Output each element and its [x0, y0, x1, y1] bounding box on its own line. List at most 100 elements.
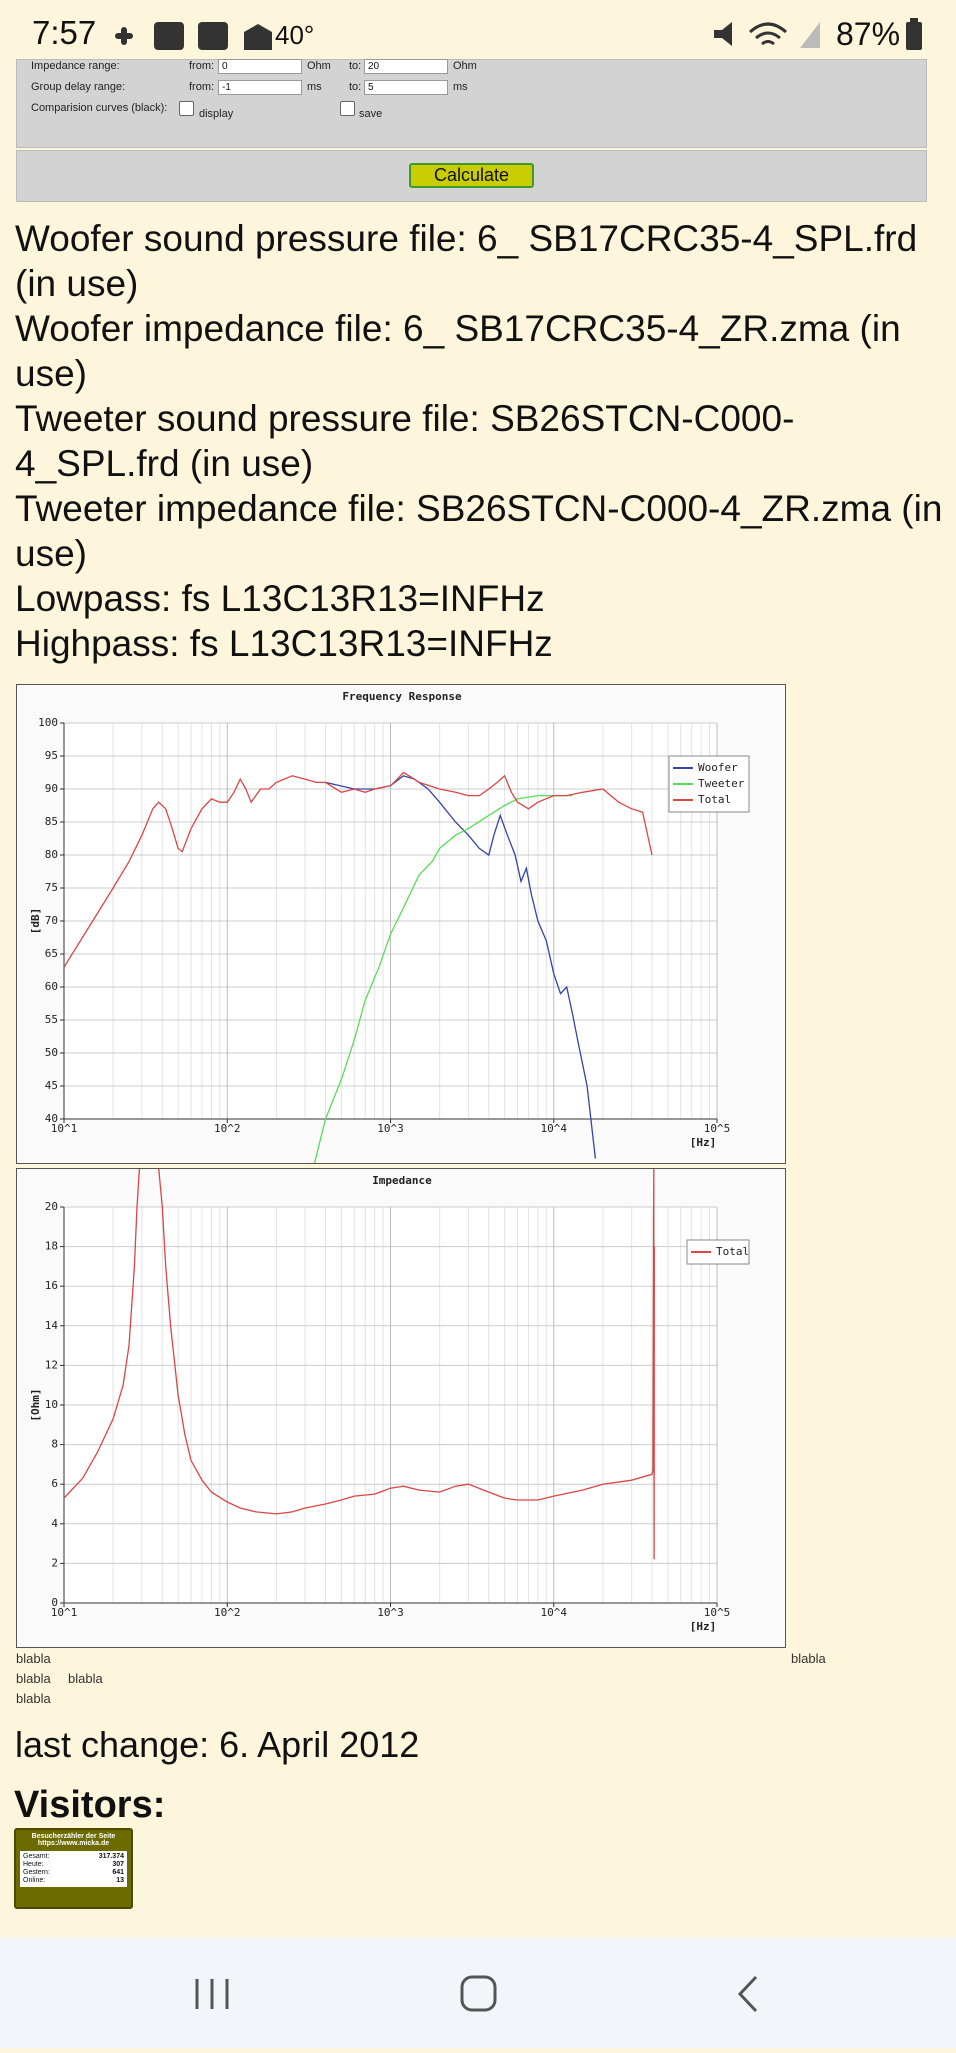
info-line: Highpass: fs L13C13R13=INFHz: [15, 623, 553, 664]
series-line: [63, 771, 653, 968]
y-tick-label: 100: [38, 716, 58, 729]
y-tick-label: 65: [45, 947, 58, 960]
series-line: [325, 775, 597, 1159]
impedance-unit: Ohm: [453, 60, 477, 72]
group-delay-unit: ms: [307, 81, 322, 93]
y-tick-label: 0: [51, 1596, 58, 1609]
counter-label: Gesamt:: [23, 1853, 50, 1860]
x-axis-unit: [Hz]: [690, 1136, 717, 1149]
counter-label: Heute:: [23, 1861, 44, 1868]
impedance-from-input[interactable]: 0: [218, 59, 302, 74]
y-tick-label: 18: [45, 1240, 58, 1253]
info-line: Tweeter impedance file: SB26STCN-C000-4_…: [15, 488, 943, 574]
legend-label: Total: [716, 1245, 749, 1258]
broken-image: blabla: [16, 1671, 51, 1686]
x-tick-label: 10^5: [704, 1606, 731, 1619]
y-tick-label: 95: [45, 749, 58, 762]
display-label: display: [199, 108, 234, 120]
counter-value: 641: [112, 1869, 124, 1876]
back[interactable]: [737, 1975, 758, 2013]
counter-value: 307: [112, 1861, 124, 1868]
y-tick-label: 8: [51, 1438, 58, 1451]
series-line: [313, 794, 573, 1163]
y-axis-label: [dB]: [29, 908, 42, 935]
time: 7:57: [32, 14, 97, 51]
counter-row: Gestern: 641: [23, 1869, 124, 1877]
x-tick-label: 10^1: [51, 1122, 78, 1135]
x-tick-label: 10^4: [541, 1122, 568, 1135]
impedance-chart: 0 2 4 6 8 10 12 14 16 18 20 10^1 10^2 10^3 10^4 10^5 Imp…: [16, 1168, 786, 1648]
group-delay-unit: ms: [453, 81, 468, 93]
y-tick-label: 90: [45, 782, 58, 795]
temperature: 40°: [275, 20, 315, 50]
group-delay-label: Group delay range:: [31, 81, 126, 93]
y-tick-label: 80: [45, 848, 58, 861]
y-tick-label: 6: [51, 1477, 58, 1490]
impedance-unit: Ohm: [307, 60, 331, 72]
info-line: Woofer sound pressure file: 6_ SB17CRC35…: [15, 218, 918, 304]
info-line: Woofer impedance file: 6_ SB17CRC35-4_ZR…: [15, 308, 901, 394]
from-label: from:: [189, 60, 215, 72]
y-tick-label: 14: [45, 1319, 59, 1332]
counter-label: Online:: [23, 1877, 46, 1884]
x-tick-label: 10^2: [214, 1606, 241, 1619]
counter-value: 13: [116, 1877, 124, 1884]
legend-label: Tweeter: [698, 777, 745, 790]
frequency-chart: 40 45 50 55 60 65 70 75 80 85 90 95 100 10^1 10^2 10^3 1…: [16, 684, 786, 1164]
to-label: to:: [349, 81, 362, 93]
chart-title: Frequency Response: [342, 690, 462, 703]
y-tick-label: 40: [45, 1112, 58, 1125]
to-label: to:: [349, 60, 362, 72]
y-tick-label: 12: [45, 1358, 58, 1371]
y-tick-label: 45: [45, 1079, 58, 1092]
info-line: Lowpass: fs L13C13R13=INFHz: [15, 578, 545, 619]
save-checkbox[interactable]: [340, 101, 355, 116]
y-tick-label: 70: [45, 914, 58, 927]
nav-icons: [195, 1975, 758, 2013]
broken-image: blabla: [68, 1671, 103, 1686]
x-tick-label: 10^2: [214, 1122, 241, 1135]
counter-url: https://www.micka.de: [37, 1840, 110, 1847]
counter-table: Gesamt: 317.374 Heute: 307 Gestern: 641 Online…: [20, 1851, 127, 1887]
legend-label: Woofer: [698, 761, 738, 774]
y-tick-label: 4: [51, 1517, 58, 1530]
y-axis-label: [Ohm]: [29, 1388, 42, 1421]
x-tick-label: 10^4: [541, 1606, 568, 1619]
last-change: last change: 6. April 2012: [15, 1724, 420, 1765]
impedance-to-input[interactable]: 20: [364, 59, 448, 74]
legend-label: Total: [698, 793, 731, 806]
form-panel: [16, 59, 927, 148]
visitors-heading: Visitors:: [14, 1784, 166, 1826]
visitor-counter: Besucherzähler der Seite https://www.mic…: [14, 1828, 133, 1909]
impedance-label: Impedance range:: [31, 60, 120, 72]
status-icons: [115, 22, 272, 50]
y-tick-label: 55: [45, 1013, 58, 1026]
from-label: from:: [189, 81, 215, 93]
broken-image: blabla: [791, 1651, 826, 1666]
info-lines: Woofer sound pressure file: 6_ SB17CRC35…: [15, 216, 950, 666]
y-tick-label: 10: [45, 1398, 58, 1411]
info-line: Tweeter sound pressure file: SB26STCN-C0…: [15, 398, 795, 484]
group-delay-to-input[interactable]: 5: [364, 80, 448, 95]
group-delay-from-input[interactable]: -1: [218, 80, 302, 95]
counter-title: Besucherzähler der Seite: [31, 1833, 116, 1840]
y-tick-label: 50: [45, 1046, 58, 1059]
home[interactable]: [460, 1975, 497, 2012]
x-tick-label: 10^1: [51, 1606, 78, 1619]
counter-row: Online: 13: [23, 1877, 124, 1885]
x-axis-unit: [Hz]: [690, 1620, 717, 1633]
display-checkbox[interactable]: [179, 101, 194, 116]
calculate-button[interactable]: Calculate: [409, 163, 534, 188]
recent-apps[interactable]: [195, 1979, 229, 2009]
broken-image: blabla: [16, 1691, 51, 1706]
nav-bar: [0, 1937, 956, 2048]
battery-level: 87%: [836, 16, 901, 52]
y-tick-label: 85: [45, 815, 58, 828]
broken-image: blabla: [16, 1651, 51, 1666]
counter-row: Heute: 307: [23, 1861, 124, 1869]
counter-row: Gesamt: 317.374: [23, 1853, 124, 1861]
series-line: [63, 1169, 655, 1560]
counter-label: Gestern:: [23, 1869, 50, 1876]
save-label: save: [359, 108, 383, 120]
